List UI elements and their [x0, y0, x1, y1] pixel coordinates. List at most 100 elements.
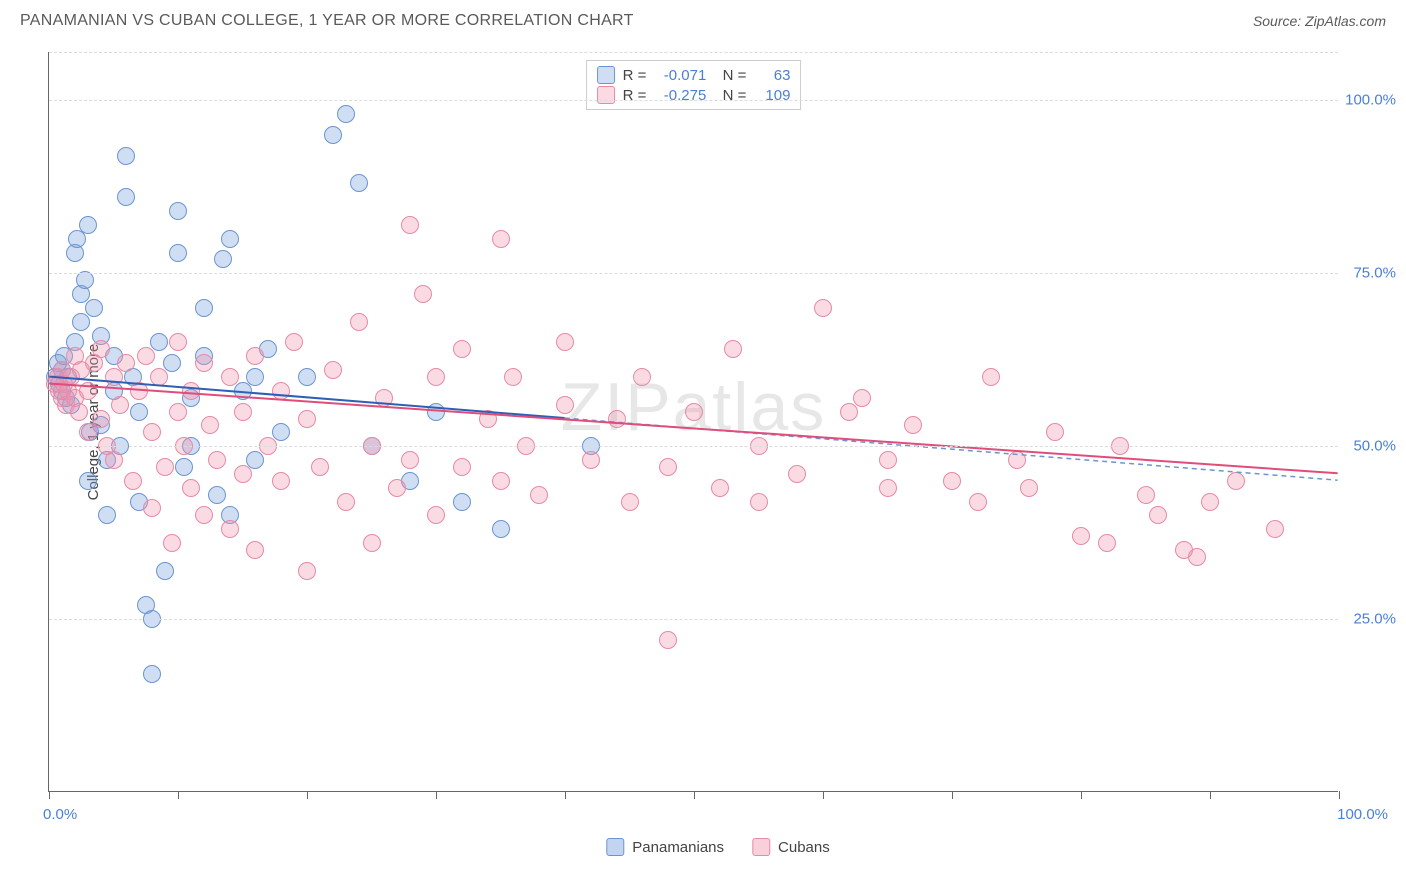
point-cuban: [182, 479, 200, 497]
point-cuban: [143, 423, 161, 441]
x-tick: [178, 791, 179, 799]
legend-item-cubans: Cubans: [752, 838, 830, 856]
point-cuban: [298, 410, 316, 428]
point-cuban: [117, 354, 135, 372]
x-tick: [1339, 791, 1340, 799]
point-cuban: [1020, 479, 1038, 497]
point-cuban: [350, 313, 368, 331]
point-cuban: [1149, 506, 1167, 524]
point-cuban: [556, 396, 574, 414]
point-cuban: [1201, 493, 1219, 511]
point-cuban: [633, 368, 651, 386]
point-cuban: [375, 389, 393, 407]
gridline-h: [49, 446, 1338, 447]
point-panamanian: [98, 506, 116, 524]
x-axis-min-label: 0.0%: [43, 806, 77, 823]
point-panamanian: [195, 299, 213, 317]
point-cuban: [608, 410, 626, 428]
point-cuban: [105, 451, 123, 469]
point-cuban: [92, 410, 110, 428]
y-tick-label: 100.0%: [1345, 92, 1396, 109]
point-cuban: [401, 216, 419, 234]
point-cuban: [1137, 486, 1155, 504]
point-cuban: [582, 451, 600, 469]
point-cuban: [556, 333, 574, 351]
gridline-h: [49, 100, 1338, 101]
chart-header: PANAMANIAN VS CUBAN COLLEGE, 1 YEAR OR M…: [0, 0, 1406, 38]
point-panamanian: [72, 313, 90, 331]
point-cuban: [150, 368, 168, 386]
point-cuban: [659, 631, 677, 649]
point-cuban: [221, 520, 239, 538]
point-cuban: [105, 368, 123, 386]
point-cuban: [363, 534, 381, 552]
n-label: N =: [714, 67, 746, 84]
point-cuban: [840, 403, 858, 421]
point-cuban: [401, 451, 419, 469]
point-cuban: [724, 340, 742, 358]
plot-area: College, 1 year or more ZIPatlas 0.0% 10…: [48, 52, 1338, 792]
point-cuban: [982, 368, 1000, 386]
point-cuban: [272, 472, 290, 490]
point-panamanian: [324, 126, 342, 144]
point-panamanian: [117, 147, 135, 165]
point-cuban: [904, 416, 922, 434]
point-cuban: [1188, 548, 1206, 566]
point-panamanian: [214, 250, 232, 268]
y-tick-label: 50.0%: [1353, 438, 1396, 455]
point-cuban: [414, 285, 432, 303]
gridline-h: [49, 273, 1338, 274]
x-tick: [952, 791, 953, 799]
point-cuban: [169, 403, 187, 421]
legend-label-panamanians: Panamanians: [632, 839, 724, 856]
stats-legend: R = -0.071 N = 63 R = -0.275 N = 109: [586, 60, 802, 110]
chart-title: PANAMANIAN VS CUBAN COLLEGE, 1 YEAR OR M…: [20, 12, 634, 30]
point-panamanian: [169, 244, 187, 262]
point-panamanian: [150, 333, 168, 351]
point-panamanian: [234, 382, 252, 400]
point-panamanian: [427, 403, 445, 421]
n-value-panamanians: 63: [754, 67, 790, 84]
point-panamanian: [246, 451, 264, 469]
point-cuban: [1227, 472, 1245, 490]
point-panamanian: [350, 174, 368, 192]
point-panamanian: [175, 458, 193, 476]
x-tick: [565, 791, 566, 799]
point-cuban: [124, 472, 142, 490]
point-cuban: [814, 299, 832, 317]
point-cuban: [427, 368, 445, 386]
point-panamanian: [117, 188, 135, 206]
point-cuban: [137, 347, 155, 365]
x-tick: [1210, 791, 1211, 799]
point-cuban: [711, 479, 729, 497]
point-cuban: [969, 493, 987, 511]
point-cuban: [143, 499, 161, 517]
point-cuban: [311, 458, 329, 476]
gridline-h: [49, 52, 1338, 53]
point-cuban: [943, 472, 961, 490]
point-cuban: [70, 403, 88, 421]
legend-swatch-panamanians: [606, 838, 624, 856]
point-cuban: [221, 368, 239, 386]
point-cuban: [201, 416, 219, 434]
y-tick-label: 25.0%: [1353, 611, 1396, 628]
point-cuban: [79, 423, 97, 441]
r-label: R =: [623, 67, 647, 84]
x-tick: [436, 791, 437, 799]
point-cuban: [621, 493, 639, 511]
chart-container: College, 1 year or more ZIPatlas 0.0% 10…: [48, 52, 1388, 822]
point-cuban: [337, 493, 355, 511]
point-cuban: [685, 403, 703, 421]
point-panamanian: [492, 520, 510, 538]
point-cuban: [879, 479, 897, 497]
point-panamanian: [221, 230, 239, 248]
point-cuban: [163, 534, 181, 552]
point-panamanian: [337, 105, 355, 123]
r-value-panamanians: -0.071: [654, 67, 706, 84]
point-cuban: [79, 382, 97, 400]
point-panamanian: [143, 665, 161, 683]
legend-label-cubans: Cubans: [778, 839, 830, 856]
stats-row-cubans: R = -0.275 N = 109: [597, 85, 791, 105]
swatch-panamanians: [597, 66, 615, 84]
point-cuban: [530, 486, 548, 504]
